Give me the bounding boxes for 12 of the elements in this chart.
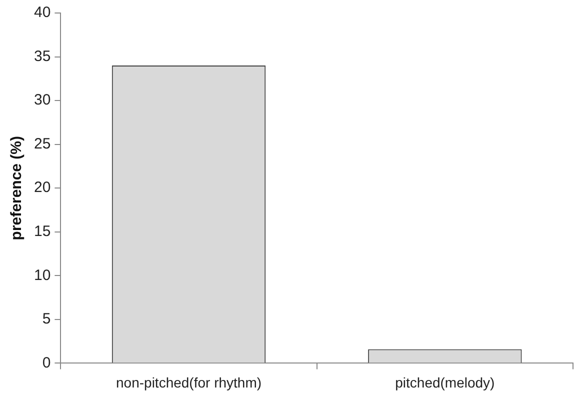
y-tick-label: 20 — [34, 179, 51, 196]
y-tick-label: 5 — [42, 310, 51, 328]
y-tick-label: 0 — [42, 354, 51, 372]
y-tick-label: 30 — [34, 92, 51, 109]
y-axis-title: preference (%) — [8, 136, 26, 240]
y-tick-label: 15 — [34, 223, 51, 240]
y-tick-label: 10 — [34, 266, 51, 284]
x-tick-label: non-pitched(for rhythm) — [116, 374, 262, 390]
y-tick-label: 40 — [34, 4, 51, 22]
y-tick-label: 35 — [34, 48, 51, 65]
x-tick-label: pitched(melody) — [395, 374, 495, 390]
y-tick-label: 25 — [34, 135, 51, 152]
